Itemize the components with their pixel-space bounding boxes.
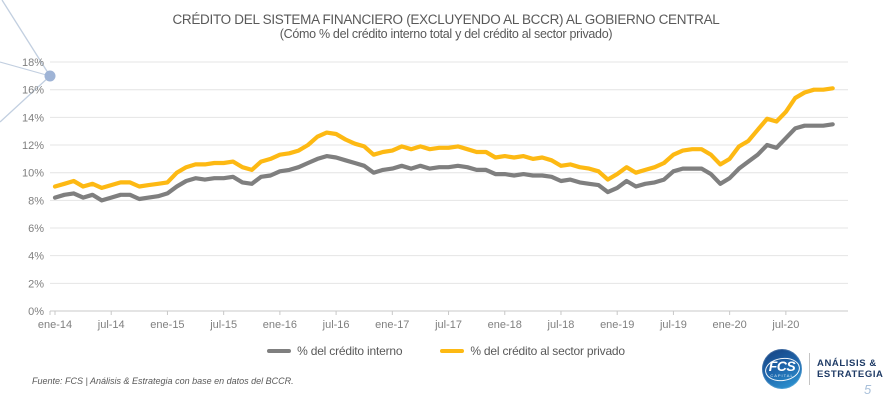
- legend-swatch-gray: [267, 348, 292, 354]
- logo-wordmark: ANÁLISIS & ESTRATEGIA: [817, 358, 884, 380]
- svg-text:4%: 4%: [28, 251, 44, 263]
- svg-text:ene-16: ene-16: [263, 319, 297, 331]
- svg-text:jul-14: jul-14: [97, 319, 125, 331]
- legend-label: % del crédito interno: [297, 344, 403, 358]
- svg-text:16%: 16%: [22, 85, 44, 97]
- legend-label: % del crédito al sector privado: [470, 344, 625, 358]
- svg-text:jul-18: jul-18: [547, 319, 575, 331]
- chart-title: CRÉDITO DEL SISTEMA FINANCIERO (EXCLUYEN…: [172, 12, 720, 27]
- svg-text:jul-19: jul-19: [659, 319, 687, 331]
- svg-text:jul-17: jul-17: [434, 319, 462, 331]
- legend-swatch-yellow: [440, 348, 465, 354]
- svg-text:ene-14: ene-14: [38, 319, 72, 331]
- fcs-logo: FCS CAPITAL ANÁLISIS & ESTRATEGIA: [762, 349, 884, 389]
- legend-item-sector-privado: % del crédito al sector privado: [440, 344, 625, 358]
- logo-divider: [809, 353, 810, 385]
- svg-text:jul-16: jul-16: [322, 319, 350, 331]
- svg-text:ene-15: ene-15: [150, 319, 184, 331]
- chart-title-block: CRÉDITO DEL SISTEMA FINANCIERO (EXCLUYEN…: [0, 12, 892, 42]
- svg-text:10%: 10%: [22, 168, 44, 180]
- logo-fcs-text: FCS: [768, 358, 796, 374]
- logo-wordmark-line1: ANÁLISIS &: [817, 358, 877, 369]
- legend-item-credito-interno: % del crédito interno: [267, 344, 403, 358]
- svg-text:ene-19: ene-19: [600, 319, 634, 331]
- svg-text:ene-18: ene-18: [488, 319, 522, 331]
- line-chart: 0% 2% 4% 6% 8% 10% 12% 14% 16% 18% ene-14 jul-14 ene…: [22, 57, 848, 331]
- fcs-logo-circle-icon: FCS CAPITAL: [762, 349, 802, 389]
- svg-text:14%: 14%: [22, 112, 44, 124]
- svg-text:2%: 2%: [28, 278, 44, 290]
- logo-capital-text: CAPITAL: [770, 373, 794, 378]
- chart-legend: % del crédito interno % del crédito al s…: [0, 344, 892, 358]
- page-number: 5: [864, 382, 872, 397]
- logo-wordmark-line2: ESTRATEGIA: [817, 369, 884, 380]
- svg-text:ene-17: ene-17: [375, 319, 409, 331]
- svg-text:8%: 8%: [28, 195, 44, 207]
- svg-text:jul-20: jul-20: [771, 319, 799, 331]
- svg-text:6%: 6%: [28, 223, 44, 235]
- chart-subtitle: (Cómo % del crédito interno total y del …: [279, 27, 613, 41]
- svg-text:12%: 12%: [22, 140, 44, 152]
- svg-text:jul-15: jul-15: [209, 319, 237, 331]
- source-note: Fuente: FCS | Análisis & Estrategia con …: [32, 376, 294, 386]
- svg-text:ene-20: ene-20: [713, 319, 747, 331]
- svg-text:18%: 18%: [22, 57, 44, 69]
- svg-text:0%: 0%: [28, 306, 44, 318]
